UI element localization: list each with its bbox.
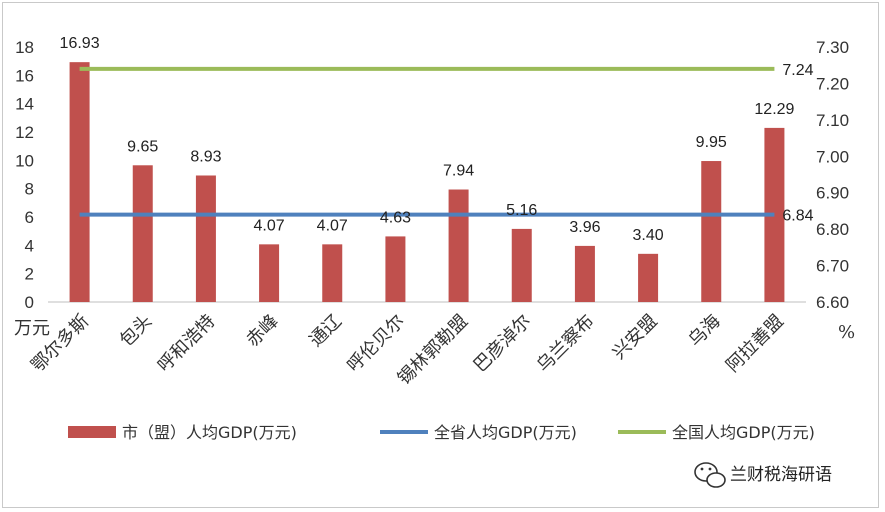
left-tick-label: 10: [15, 151, 34, 170]
bar-data-label: 4.07: [254, 217, 285, 234]
left-tick-label: 4: [25, 236, 34, 255]
bar-data-label: 7.94: [443, 163, 474, 180]
watermark-text: 兰财税海研语: [730, 465, 832, 485]
bar: [69, 62, 90, 303]
category-label: 赤峰: [242, 311, 282, 351]
left-tick-label: 12: [15, 123, 34, 142]
right-tick-label: 7.20: [816, 74, 849, 93]
left-tick-label: 0: [25, 293, 34, 312]
category-label: 呼伦贝尔: [343, 311, 409, 377]
category-label: 巴彦淖尔: [470, 311, 536, 377]
bar-data-label: 3.40: [633, 227, 664, 244]
legend-label-bar: 市（盟）人均GDP(万元): [122, 423, 297, 442]
left-axis-unit: 万元: [14, 318, 50, 339]
province-line-label: 6.84: [782, 208, 813, 225]
chart-frame: [2, 2, 879, 508]
data-labels: 16.93 9.65 8.93 4.07 4.07 4.63 7.94 5.16 3.96 3.4…: [60, 35, 814, 244]
watermark: 兰财税海研语: [694, 462, 832, 488]
bar: [195, 175, 216, 302]
bar: [132, 165, 153, 302]
bar-data-label: 9.65: [127, 138, 158, 155]
bar-data-label: 4.07: [317, 217, 348, 234]
bar-data-label: 4.63: [380, 209, 411, 226]
left-tick-label: 2: [25, 265, 34, 284]
left-axis: 0 2 4 6 8 10 12 14 16 18: [15, 38, 34, 312]
right-tick-label: 7.00: [816, 147, 849, 166]
category-label: 乌兰察布: [533, 311, 599, 377]
right-tick-label: 6.80: [816, 220, 849, 239]
bar: [638, 253, 659, 302]
bar-data-label: 8.93: [190, 148, 221, 165]
category-label: 兴安盟: [609, 311, 662, 364]
right-tick-label: 7.30: [816, 38, 849, 57]
category-label: 乌海: [684, 311, 724, 351]
category-label: 包头: [116, 311, 156, 351]
bar: [448, 189, 469, 302]
bar: [511, 228, 532, 302]
right-axis-unit: %: [838, 322, 855, 343]
right-axis: 6.60 6.70 6.80 6.90 7.00 7.10 7.20 7.30: [816, 38, 849, 312]
category-label: 呼和浩特: [154, 311, 220, 377]
left-tick-label: 16: [15, 66, 34, 85]
bar-data-label: 12.29: [754, 101, 794, 118]
bar-data-label: 16.93: [60, 35, 100, 52]
right-tick-label: 6.90: [816, 184, 849, 203]
legend-label-province: 全省人均GDP(万元): [434, 423, 577, 442]
bar: [701, 161, 722, 302]
bar: [385, 236, 406, 302]
right-tick-label: 7.10: [816, 111, 849, 130]
category-label: 阿拉善盟: [722, 311, 788, 377]
left-tick-label: 8: [25, 180, 34, 199]
left-tick-label: 18: [15, 38, 34, 57]
left-tick-label: 6: [25, 208, 34, 227]
legend-swatch-bar: [68, 426, 116, 438]
bar: [574, 245, 595, 302]
legend-label-national: 全国人均GDP(万元): [672, 423, 815, 442]
legend: 市（盟）人均GDP(万元) 全省人均GDP(万元) 全国人均GDP(万元): [68, 423, 815, 442]
bar: [259, 244, 280, 302]
bars: [69, 62, 785, 303]
right-tick-label: 6.70: [816, 257, 849, 276]
left-tick-label: 14: [15, 95, 34, 114]
reference-lines: [79, 66, 775, 217]
bar-data-label: 5.16: [506, 202, 537, 219]
right-tick-label: 6.60: [816, 293, 849, 312]
bar-data-label: 9.95: [696, 134, 727, 151]
wechat-icon: [694, 462, 726, 488]
bar: [322, 244, 343, 302]
category-label: 通辽: [305, 311, 345, 351]
bar-data-label: 3.96: [569, 219, 600, 236]
national-line-label: 7.24: [782, 62, 813, 79]
